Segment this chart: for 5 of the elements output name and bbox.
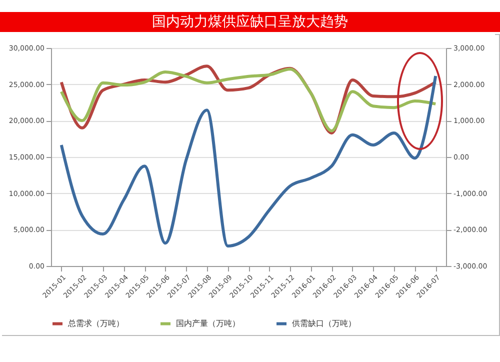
legend-label: 国内产量（万吨） bbox=[176, 318, 240, 328]
legend-label: 供需缺口（万吨） bbox=[292, 318, 356, 328]
line-series bbox=[60, 74, 438, 248]
legend-label: 总需求（万吨） bbox=[67, 318, 124, 328]
chart-title: 国内动力煤供应缺口呈放大趋势 bbox=[0, 12, 500, 32]
